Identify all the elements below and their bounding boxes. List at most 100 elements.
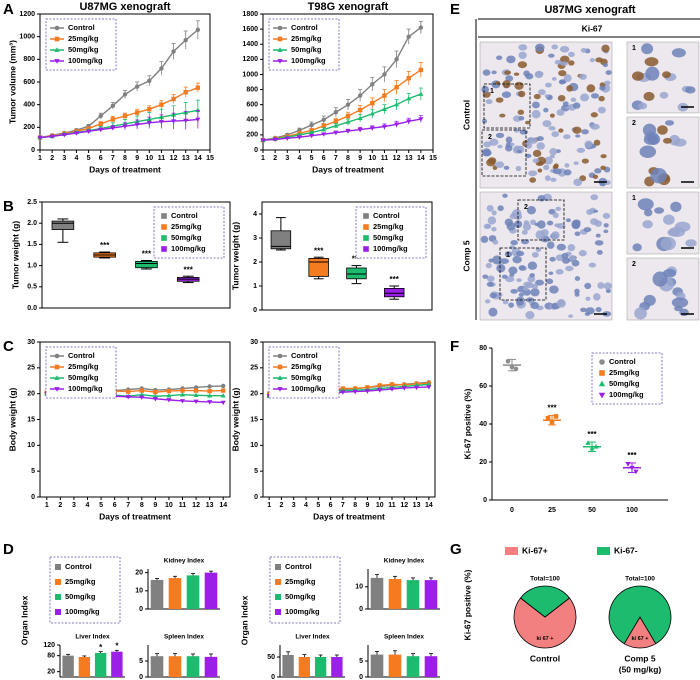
cell-nucleus bbox=[564, 163, 570, 168]
x-tick-label: 7 bbox=[334, 155, 338, 162]
cell-nucleus bbox=[510, 239, 518, 246]
legend-label: 25mg/kg bbox=[609, 368, 640, 377]
cell-nucleus bbox=[549, 148, 558, 156]
data-point bbox=[61, 132, 67, 138]
cell-nucleus bbox=[605, 70, 612, 75]
legend-label: 25mg/kg bbox=[68, 362, 99, 371]
y-tick-label: 0 bbox=[139, 606, 143, 613]
box bbox=[51, 220, 75, 230]
cell-nucleus bbox=[556, 109, 565, 116]
inset-number: 1 bbox=[506, 252, 510, 259]
data-point bbox=[418, 25, 424, 30]
cell-nucleus bbox=[558, 79, 566, 85]
data-point bbox=[352, 389, 358, 395]
legend-label: 50mg/kg bbox=[68, 373, 99, 382]
y-tick-label: 0.5 bbox=[27, 284, 37, 291]
cell-nucleus bbox=[673, 138, 687, 147]
cell-nucleus bbox=[545, 82, 552, 88]
panel-label: C bbox=[3, 338, 14, 355]
x-tick-label: 5 bbox=[316, 502, 320, 509]
bar bbox=[111, 651, 123, 677]
y-tick-label: 200 bbox=[246, 132, 258, 139]
cell-nucleus bbox=[574, 231, 581, 237]
cell-nucleus bbox=[584, 140, 593, 149]
y-tick-label: 5 bbox=[139, 658, 143, 665]
data-point bbox=[193, 399, 199, 405]
cell-nucleus bbox=[638, 102, 648, 110]
bar bbox=[282, 655, 294, 677]
cell-nucleus bbox=[534, 71, 544, 77]
y-tick-label: 0 bbox=[271, 674, 275, 680]
cell-nucleus bbox=[525, 73, 534, 80]
cell-nucleus bbox=[537, 220, 546, 229]
cell-nucleus bbox=[544, 156, 553, 165]
y-tick-label: 1600 bbox=[242, 26, 258, 33]
cell-nucleus bbox=[537, 194, 546, 202]
data-point bbox=[545, 416, 551, 421]
x-tick-label: 3 bbox=[292, 502, 296, 509]
y-tick-label: 0.0 bbox=[27, 305, 37, 312]
cell-nucleus bbox=[496, 55, 503, 61]
cell-nucleus bbox=[567, 244, 576, 252]
cell-nucleus bbox=[603, 229, 609, 234]
cell-nucleus bbox=[482, 118, 488, 124]
x-tick-label: 6 bbox=[113, 502, 117, 509]
data-point bbox=[134, 122, 140, 128]
x-tick-label: 1 bbox=[267, 502, 271, 509]
legend-marker bbox=[277, 387, 283, 392]
data-point bbox=[125, 395, 131, 400]
cell-nucleus bbox=[581, 158, 589, 164]
box bbox=[270, 230, 292, 250]
legend-marker bbox=[363, 224, 369, 230]
cell-nucleus bbox=[535, 247, 542, 253]
cell-nucleus bbox=[514, 220, 523, 229]
x-tick-label: 7 bbox=[126, 502, 130, 509]
cell-nucleus bbox=[657, 125, 668, 135]
cell-nucleus bbox=[592, 174, 599, 179]
cell-nucleus bbox=[639, 145, 657, 158]
cell-nucleus bbox=[660, 236, 676, 251]
y-tick-label: 40 bbox=[479, 421, 487, 428]
cell-nucleus bbox=[518, 115, 525, 121]
cell-nucleus bbox=[560, 61, 568, 66]
cell-nucleus bbox=[590, 194, 599, 201]
data-point bbox=[309, 122, 314, 128]
y-tick-label: 25 bbox=[27, 365, 35, 372]
cell-nucleus bbox=[663, 214, 675, 225]
cell-nucleus bbox=[585, 307, 595, 315]
cell-nucleus bbox=[549, 256, 556, 262]
x-tick-label: 1 bbox=[38, 155, 42, 162]
legend-marker bbox=[363, 235, 369, 241]
data-point bbox=[183, 90, 188, 95]
legend-swatch bbox=[597, 547, 610, 555]
data-point bbox=[357, 127, 363, 133]
cell-nucleus bbox=[562, 101, 569, 107]
cell-nucleus bbox=[572, 219, 581, 226]
chart-title: U87MG xenograft bbox=[79, 1, 170, 13]
bar bbox=[168, 578, 182, 609]
x-tick-label: 4 bbox=[304, 502, 308, 509]
y-tick-label: 0 bbox=[253, 307, 257, 314]
cell-nucleus bbox=[565, 218, 571, 223]
data-point bbox=[153, 389, 158, 395]
data-point bbox=[171, 119, 177, 124]
plot-frame bbox=[261, 201, 433, 311]
data-point bbox=[394, 85, 399, 90]
panel-label: E bbox=[450, 1, 460, 18]
row-label: Control bbox=[461, 100, 471, 130]
legend-label: 25mg/kg bbox=[285, 577, 316, 586]
cell-nucleus bbox=[603, 282, 612, 290]
cell-nucleus bbox=[580, 93, 590, 102]
cell-nucleus bbox=[548, 53, 555, 58]
cell-nucleus bbox=[573, 161, 579, 165]
cell-nucleus bbox=[671, 48, 686, 58]
x-tick-label: 11 bbox=[388, 502, 396, 509]
inset-box bbox=[483, 83, 531, 129]
x-tick-label: 5 bbox=[99, 502, 103, 509]
cell-nucleus bbox=[499, 258, 510, 265]
cell-nucleus bbox=[497, 144, 503, 149]
legend-marker bbox=[363, 246, 369, 252]
x-tick-label: 15 bbox=[206, 155, 214, 162]
y-tick-label: 15 bbox=[250, 416, 258, 423]
y-tick-label: 80 bbox=[47, 653, 55, 660]
